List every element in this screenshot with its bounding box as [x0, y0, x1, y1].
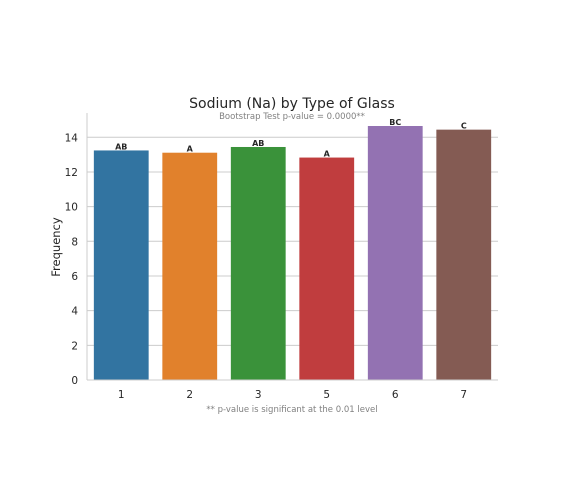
gridlines	[87, 136, 498, 346]
y-tick-label: 8	[71, 236, 78, 248]
bar-group-label: A	[187, 145, 194, 154]
bar	[162, 152, 218, 380]
x-tick-label: 2	[186, 389, 193, 401]
y-axis-title: Frequency	[49, 217, 63, 277]
axes	[86, 113, 498, 381]
bar	[93, 150, 149, 380]
y-tick-label: 0	[71, 375, 78, 387]
y-tick-labels: 0 2 4 6 8 10 12 14	[65, 132, 79, 387]
footnote: ** p-value is significant at the 0.01 le…	[206, 405, 377, 415]
bar-group-label: C	[461, 122, 467, 131]
x-tick-label: 5	[323, 389, 330, 401]
y-tick-label: 10	[65, 202, 78, 214]
bar-group-label: AB	[115, 142, 127, 151]
bars	[93, 126, 492, 380]
y-tick-label: 6	[71, 271, 78, 283]
bar-group-label: BC	[389, 118, 401, 127]
x-tick-labels: 1 2 3 5 6 7	[118, 389, 467, 401]
x-tick-label: 7	[460, 389, 467, 401]
x-tick-label: 1	[118, 389, 125, 401]
y-tick-label: 14	[65, 132, 79, 144]
bar	[230, 146, 286, 380]
y-tick-label: 2	[71, 340, 78, 352]
chart-subtitle: Bootstrap Test p-value = 0.0000**	[219, 112, 365, 122]
chart-title: Sodium (Na) by Type of Glass	[189, 96, 395, 112]
bar-group-labels: AB A AB A BC C	[115, 118, 467, 159]
x-tick-label: 3	[255, 389, 262, 401]
bar-group-label: A	[324, 150, 331, 159]
y-tick-label: 12	[65, 167, 78, 179]
x-tick-label: 6	[392, 389, 399, 401]
bar	[299, 157, 355, 380]
y-tick-label: 4	[71, 306, 78, 318]
bar-group-label: AB	[252, 139, 264, 148]
bar	[436, 129, 492, 380]
bar	[367, 126, 423, 380]
